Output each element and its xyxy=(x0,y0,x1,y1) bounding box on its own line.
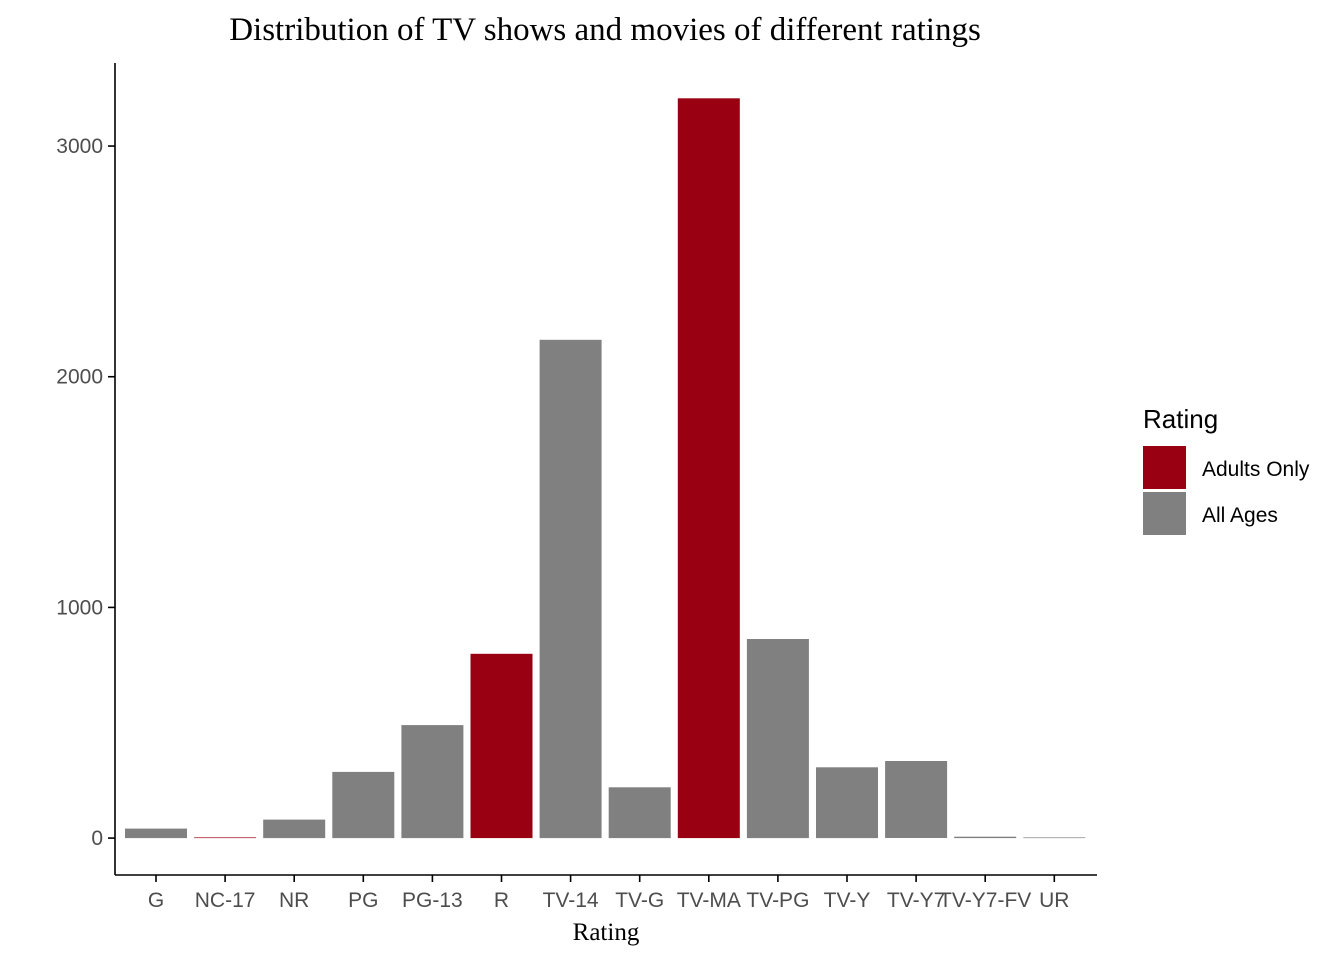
bar-tv-y7-fv xyxy=(954,836,1017,839)
y-axis: 0 1000 2000 3000 xyxy=(56,63,116,875)
y-tick-label: 2000 xyxy=(56,366,103,389)
bar-tv-y7 xyxy=(885,761,948,838)
x-tick-label: NR xyxy=(279,889,309,912)
x-axis: G NC-17 NR PG PG-13 R TV-14 TV-G TV-MA TV-PG TV-Y T… xyxy=(115,874,1097,912)
x-tick-label: PG-13 xyxy=(402,889,463,912)
bar-nc-17 xyxy=(194,837,257,839)
legend-key xyxy=(1143,492,1186,535)
chart-title: Distribution of TV shows and movies of d… xyxy=(229,12,981,48)
bar-tv-ma xyxy=(677,98,740,839)
bar-r xyxy=(470,653,533,839)
x-tick-label: TV-14 xyxy=(543,889,599,912)
legend-label: All Ages xyxy=(1202,504,1278,527)
y-tick-label: 0 xyxy=(91,827,103,850)
bars-group xyxy=(125,98,1086,839)
x-tick-label: UR xyxy=(1039,889,1069,912)
bar-pg xyxy=(332,771,395,839)
x-tick-label: TV-Y7 xyxy=(887,889,945,912)
legend-title: Rating xyxy=(1143,404,1218,434)
legend-key xyxy=(1143,446,1186,489)
y-tick-label: 1000 xyxy=(56,596,103,619)
x-tick-label: TV-G xyxy=(615,889,664,912)
bar-pg-13 xyxy=(401,725,464,839)
bar-tv-g xyxy=(608,787,671,839)
x-tick-label: G xyxy=(148,889,164,912)
x-tick-label: TV-MA xyxy=(677,889,741,912)
x-tick-label: TV-Y7-FV xyxy=(939,889,1031,912)
x-axis-label: Rating xyxy=(573,919,640,946)
bar-nr xyxy=(263,819,326,839)
bar-tv-pg xyxy=(746,639,809,839)
bar-ur xyxy=(1023,837,1086,839)
x-tick-label: TV-PG xyxy=(746,889,809,912)
x-tick-label: TV-Y xyxy=(824,889,871,912)
bar-tv-y xyxy=(816,767,878,839)
x-tick-label: R xyxy=(494,889,509,912)
x-tick-label: NC-17 xyxy=(195,889,256,912)
x-tick-label: PG xyxy=(348,889,378,912)
bar-tv-14 xyxy=(539,339,602,839)
legend-label: Adults Only xyxy=(1202,458,1310,481)
bar-g xyxy=(125,828,187,839)
y-tick-label: 3000 xyxy=(56,135,103,158)
legend: Rating Adults Only All Ages xyxy=(1143,404,1310,535)
